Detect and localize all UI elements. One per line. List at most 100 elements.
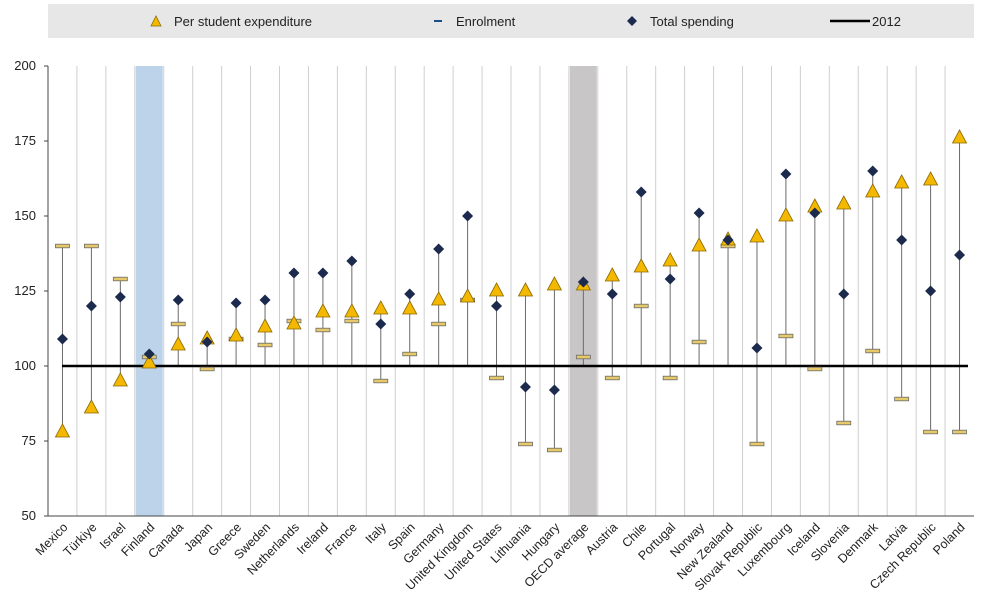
per-student-marker	[170, 336, 186, 351]
enrolment-marker	[315, 327, 331, 333]
y-tick-label: 175	[14, 133, 36, 148]
total-spending-marker	[85, 300, 97, 312]
y-tick-label: 75	[22, 433, 36, 448]
per-student-marker	[951, 129, 968, 144]
enrolment-marker	[112, 276, 128, 282]
enrolment-marker	[836, 420, 852, 426]
enrolment-marker	[952, 429, 967, 435]
enrolment-marker	[170, 321, 186, 327]
legend-item-enrolment: Enrolment	[432, 4, 515, 38]
category-label: Austria	[583, 520, 620, 557]
enrolment-marker	[778, 333, 794, 339]
total-spending-marker	[404, 288, 416, 300]
per-student-marker	[604, 267, 620, 282]
y-tick-label: 100	[14, 358, 36, 373]
per-student-marker	[662, 252, 678, 267]
total-spending-marker	[548, 384, 560, 396]
enrolment-marker	[431, 321, 447, 327]
enrolment-marker	[865, 348, 881, 354]
legend-label-2012: 2012	[872, 13, 901, 29]
diamond-marker-icon	[627, 16, 637, 26]
total-spending-marker	[577, 276, 589, 288]
enrolment-marker	[691, 339, 707, 345]
total-spending-marker	[780, 168, 792, 180]
per-student-marker	[749, 228, 765, 243]
enrolment-marker	[633, 303, 649, 309]
per-student-marker	[836, 195, 852, 210]
total-spending-marker	[259, 294, 271, 306]
total-spending-marker	[317, 267, 329, 279]
enrolment-marker	[807, 366, 823, 372]
enrolment-marker	[84, 243, 99, 249]
per-student-marker	[315, 303, 331, 318]
total-spending-marker	[433, 243, 445, 255]
total-spending-marker	[954, 249, 966, 261]
legend-item-per-student: Per student expenditure	[150, 4, 312, 38]
reference-line-icon	[830, 19, 870, 23]
legend-item-total: Total spending	[626, 4, 734, 38]
enrolment-marker	[575, 354, 591, 360]
total-spending-marker	[201, 336, 213, 348]
triangle-marker-icon	[150, 15, 162, 27]
per-student-marker	[83, 399, 100, 414]
category-label: France	[323, 520, 360, 557]
y-tick-label: 200	[14, 58, 36, 73]
total-spending-marker	[693, 207, 705, 219]
y-tick-label: 125	[14, 283, 36, 298]
total-spending-marker	[114, 291, 126, 303]
total-spending-marker	[143, 348, 155, 360]
legend-item-2012: 2012	[830, 4, 901, 38]
per-student-marker	[546, 276, 563, 291]
legend-label-total: Total spending	[650, 13, 734, 29]
y-tick-label: 150	[14, 208, 36, 223]
total-spending-marker	[230, 297, 242, 309]
total-spending-marker	[722, 234, 734, 246]
per-student-marker	[112, 372, 129, 387]
enrolment-marker	[518, 441, 533, 447]
enrolment-marker	[344, 318, 360, 324]
enrolment-marker	[373, 378, 389, 384]
per-student-marker	[778, 207, 794, 222]
total-spending-marker	[462, 210, 474, 222]
enrolment-marker	[604, 375, 620, 381]
enrolment-marker	[547, 447, 562, 453]
enrolment-marker	[402, 351, 418, 357]
total-spending-marker	[172, 294, 184, 306]
per-student-marker	[488, 282, 505, 297]
total-spending-marker	[664, 273, 676, 285]
per-student-marker	[257, 318, 273, 333]
per-student-marker	[141, 354, 157, 369]
enrolment-marker	[55, 243, 70, 249]
total-spending-marker	[288, 267, 300, 279]
per-student-marker	[344, 303, 360, 318]
category-label: Poland	[930, 520, 967, 557]
total-spending-marker	[867, 165, 879, 177]
per-student-marker	[893, 174, 910, 189]
enrolment-marker	[662, 375, 678, 381]
dash-marker-icon	[434, 20, 442, 22]
total-spending-marker	[346, 255, 358, 267]
legend-label-enrolment: Enrolment	[456, 13, 516, 29]
legend-label-per-student: Per student expenditure	[174, 13, 313, 29]
per-student-marker	[402, 300, 418, 315]
enrolment-marker	[749, 441, 765, 447]
per-student-marker	[373, 300, 389, 315]
per-student-marker	[228, 327, 244, 342]
per-student-marker	[922, 171, 939, 186]
total-spending-marker	[491, 300, 503, 312]
total-spending-marker	[375, 318, 387, 330]
per-student-marker	[459, 288, 476, 303]
total-spending-marker	[56, 333, 68, 345]
per-student-marker	[286, 315, 302, 330]
total-spending-marker	[606, 288, 618, 300]
total-spending-marker	[896, 234, 908, 246]
per-student-marker	[517, 282, 534, 297]
total-spending-marker	[925, 285, 937, 297]
per-student-marker	[691, 237, 707, 252]
enrolment-marker	[257, 342, 273, 348]
legend: Per student expenditure Enrolment Total …	[48, 4, 974, 38]
per-student-marker	[865, 183, 881, 198]
total-spending-marker	[519, 381, 531, 393]
enrolment-marker	[894, 396, 910, 402]
